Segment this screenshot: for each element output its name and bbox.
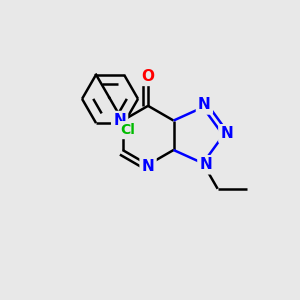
Text: N: N [220, 126, 233, 141]
Text: Cl: Cl [121, 123, 136, 137]
Text: N: N [142, 159, 154, 174]
Text: O: O [142, 69, 154, 84]
Text: N: N [198, 98, 211, 112]
Text: N: N [200, 157, 212, 172]
Text: N: N [113, 113, 126, 128]
